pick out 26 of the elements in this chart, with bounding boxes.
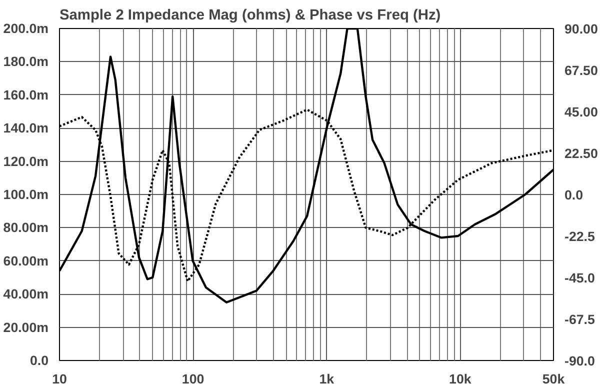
y-tick-label: 20.00m xyxy=(3,320,49,335)
x-tick-label: 10 xyxy=(52,372,67,386)
y-tick-label: 60.00m xyxy=(3,253,49,268)
x-tick-label: 50k xyxy=(542,372,566,386)
y-tick-label: 120.0m xyxy=(3,154,49,169)
y2-tick-label: 90.00 xyxy=(564,22,598,36)
x-tick-label: 100 xyxy=(182,372,204,386)
y-tick-label: 180.0m xyxy=(3,54,49,70)
x-tick-label: 1k xyxy=(319,372,335,386)
y2-tick-label: 22.50 xyxy=(564,146,598,161)
y-tick-label: 40.00m xyxy=(3,286,49,302)
y-tick-label: 200.0m xyxy=(3,21,49,36)
y2-tick-label: 45.00 xyxy=(564,104,598,120)
y2-tick-label: 0.0 xyxy=(564,188,584,202)
y-tick-label: 160.0m xyxy=(3,87,49,102)
y2-tick-label: 67.50 xyxy=(564,63,598,78)
y2-tick-label: -22.5 xyxy=(564,229,596,244)
y2-tick-label: -45.0 xyxy=(564,270,595,286)
y-tick-label: 80.00m xyxy=(3,220,49,236)
x-tick-label: 10k xyxy=(449,372,472,386)
chart-title: Sample 2 Impedance Mag (ohms) & Phase vs Freq (Hz) xyxy=(60,8,441,24)
y2-tick-label: -90.0 xyxy=(564,354,595,368)
y-tick-label: 100.0m xyxy=(3,187,49,202)
y2-tick-label: -67.5 xyxy=(564,312,596,327)
y-tick-label: 140.0m xyxy=(3,120,49,136)
y-tick-label: 0.0 xyxy=(30,353,49,368)
